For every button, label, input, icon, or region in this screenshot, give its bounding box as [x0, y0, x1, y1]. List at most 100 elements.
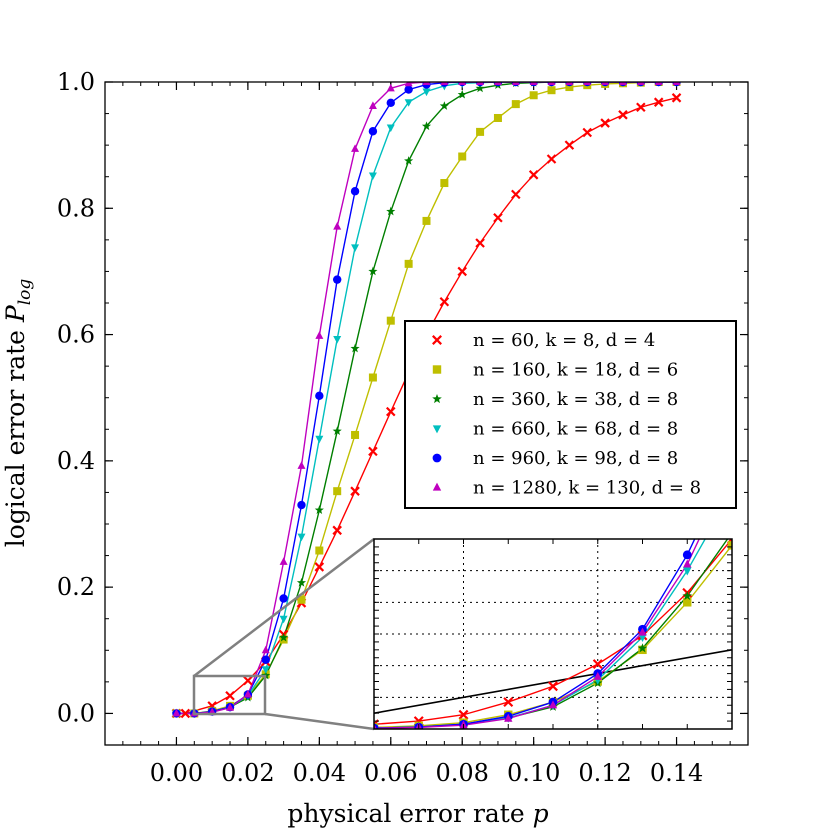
inset-data-point [682, 550, 692, 560]
data-point [439, 296, 450, 307]
data-point [511, 100, 520, 109]
data-point [404, 156, 414, 165]
inset-data-point [458, 709, 469, 720]
data-point [618, 82, 627, 85]
data-point [493, 113, 502, 122]
data-point [350, 486, 360, 496]
data-point [547, 86, 556, 95]
inset-data-point [727, 541, 732, 550]
legend-marker [432, 365, 442, 374]
x-tick-label: 0.02 [221, 759, 274, 787]
inset-data-point [548, 681, 558, 692]
inset-tick-marks [373, 538, 733, 730]
y-tick-label: 0.8 [57, 194, 95, 222]
data-point [564, 140, 575, 150]
data-point [618, 110, 628, 120]
y-axis-title: logical error rate Plog [1, 279, 35, 548]
data-point [653, 97, 664, 107]
inset-data-point [637, 643, 648, 653]
data-point [333, 221, 342, 230]
inset-background [374, 539, 732, 729]
data-point [243, 689, 252, 698]
inset-data-point [548, 700, 558, 709]
data-point [511, 82, 520, 85]
data-point [261, 645, 270, 654]
data-point [458, 152, 467, 161]
x-tick-label: 0.06 [364, 759, 417, 787]
data-point [404, 85, 413, 94]
data-point [297, 533, 306, 542]
data-point [546, 154, 557, 164]
data-point [351, 244, 360, 253]
data-point [440, 179, 449, 188]
data-point [457, 266, 467, 277]
data-point [386, 206, 396, 216]
data-point [422, 82, 431, 85]
data-point [654, 82, 663, 85]
data-point [404, 99, 413, 107]
legend-marker [432, 335, 442, 345]
legend-marker [432, 393, 442, 404]
data-point [368, 446, 378, 457]
data-point [476, 82, 485, 85]
data-point [636, 102, 646, 113]
data-point [279, 557, 288, 565]
data-point [493, 82, 502, 85]
data-point [529, 82, 538, 85]
data-point [314, 562, 325, 572]
y-tick-label: 0.2 [57, 573, 95, 601]
data-point [583, 82, 592, 85]
data-point [279, 632, 289, 642]
data-point [296, 577, 307, 587]
x-tick-label: 0.08 [436, 759, 489, 787]
x-tick-labels: 0.00 0.02 0.04 0.06 0.08 0.10 0.12 0.14 [150, 759, 704, 787]
data-point [368, 266, 378, 276]
data-point [386, 83, 395, 92]
data-point [600, 118, 610, 128]
plot-area-frame [104, 81, 749, 746]
data-point [315, 331, 324, 339]
data-point [601, 82, 610, 85]
legend-label: n = 160, k = 18, d = 6 [473, 360, 678, 381]
data-point [457, 89, 467, 99]
legend-label: n = 960, k = 98, d = 8 [473, 448, 678, 469]
inset-data-point [504, 713, 513, 722]
data-point [368, 373, 377, 382]
data-point [172, 708, 181, 717]
data-point [422, 88, 431, 97]
data-point [636, 82, 645, 85]
legend-label: n = 360, k = 38, d = 8 [473, 389, 678, 410]
legend-box [404, 320, 737, 509]
data-point [439, 101, 449, 110]
data-point [422, 216, 431, 225]
data-point [351, 430, 360, 439]
data-point [261, 655, 270, 664]
data-point [404, 82, 413, 87]
data-point [672, 82, 681, 85]
data-point [511, 189, 521, 200]
zoom-connector-bottom [264, 712, 375, 731]
data-point [458, 82, 467, 85]
legend-label: n = 1280, k = 130, d = 8 [473, 478, 701, 499]
data-point [333, 335, 342, 344]
data-point [368, 172, 377, 181]
data-point [475, 238, 485, 248]
inset-data-point [638, 634, 647, 642]
data-point [493, 212, 503, 223]
data-point [565, 82, 574, 85]
legend: n = 60, k = 8, d = 4 n = 160, k = 18, d =… [404, 320, 737, 509]
data-point [386, 316, 395, 325]
data-point [314, 505, 324, 514]
data-point [315, 391, 324, 401]
data-point [315, 546, 324, 555]
zoom-region-box [192, 674, 267, 716]
x-axis-title: physical error rate p [287, 799, 548, 828]
data-point [404, 259, 413, 268]
data-point [386, 406, 396, 417]
x-tick-label: 0.14 [650, 759, 703, 787]
y-tick-label: 0.6 [57, 321, 95, 349]
y-tick-label: 0.4 [57, 447, 95, 475]
data-point [350, 343, 360, 353]
data-point [565, 83, 574, 92]
data-point [547, 82, 556, 85]
